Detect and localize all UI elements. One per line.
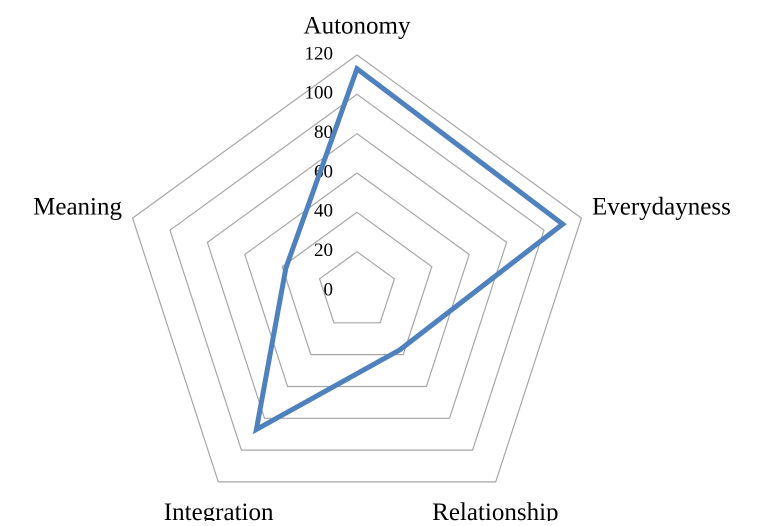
category-label: Relationship (432, 499, 558, 521)
grid-ring (281, 211, 433, 356)
grid-ring (318, 250, 396, 324)
series-line (252, 64, 567, 435)
r-tick-label: 120 (305, 43, 334, 64)
category-label: Everydayness (592, 194, 731, 221)
r-tick-label: 80 (314, 122, 333, 143)
r-tick-label: 20 (314, 240, 333, 261)
r-tick-label: 100 (305, 83, 334, 104)
category-label: Autonomy (304, 13, 411, 40)
r-tick-label: 0 (324, 279, 334, 300)
r-tick-label: 40 (314, 201, 333, 222)
grid-ring (131, 54, 583, 483)
category-label: Meaning (33, 194, 122, 221)
grid-ring (169, 93, 545, 451)
grid-ring (244, 172, 470, 388)
grid-ring (206, 132, 508, 419)
category-label: Integration (164, 499, 274, 521)
